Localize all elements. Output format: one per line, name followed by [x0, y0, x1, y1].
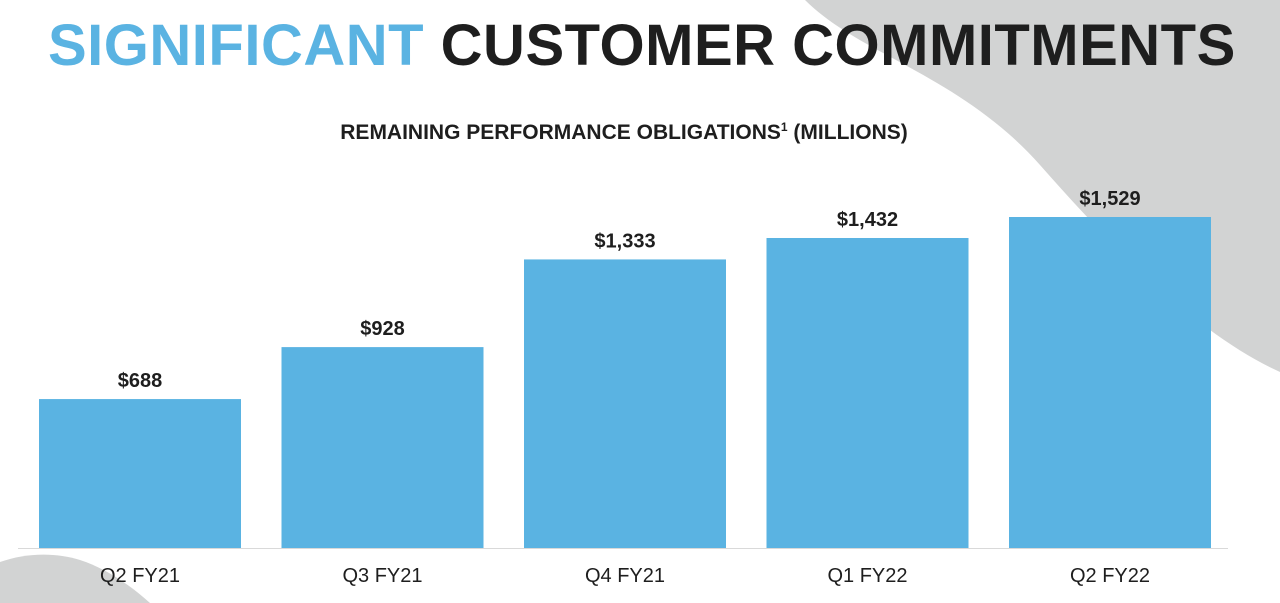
background-corner-shape	[0, 554, 150, 603]
bar-3	[766, 237, 969, 548]
x-tick-label: Q3 FY21	[342, 565, 422, 587]
page-title-accent: SIGNIFICANT	[48, 13, 425, 78]
bar-value-label: $1,432	[837, 209, 898, 231]
chart-title-text: REMAINING PERFORMANCE OBLIGATIONS	[340, 121, 781, 144]
bar-value-label: $1,333	[594, 230, 655, 252]
chart-title-footnote-marker: 1	[780, 120, 788, 134]
x-tick-label: Q2 FY22	[1070, 565, 1150, 587]
x-tick-label: Q2 FY21	[100, 565, 180, 587]
bar-0	[39, 399, 241, 548]
bar-value-label: $928	[360, 318, 405, 340]
x-tick-label: Q4 FY21	[585, 565, 665, 587]
bar-4	[1009, 217, 1211, 548]
bar-value-label: $688	[118, 370, 163, 392]
bar-2	[524, 259, 726, 548]
page-title: SIGNIFICANT CUSTOMER COMMITMENTS	[48, 8, 1236, 84]
chart-title-unit: (MILLIONS)	[793, 121, 908, 144]
page-title-main: CUSTOMER COMMITMENTS	[440, 13, 1236, 78]
bar-1	[281, 347, 484, 548]
x-tick-label: Q1 FY22	[827, 565, 907, 587]
chart-title: REMAINING PERFORMANCE OBLIGATIONS1 (MILL…	[0, 120, 1248, 145]
bar-value-label: $1,529	[1079, 188, 1140, 210]
